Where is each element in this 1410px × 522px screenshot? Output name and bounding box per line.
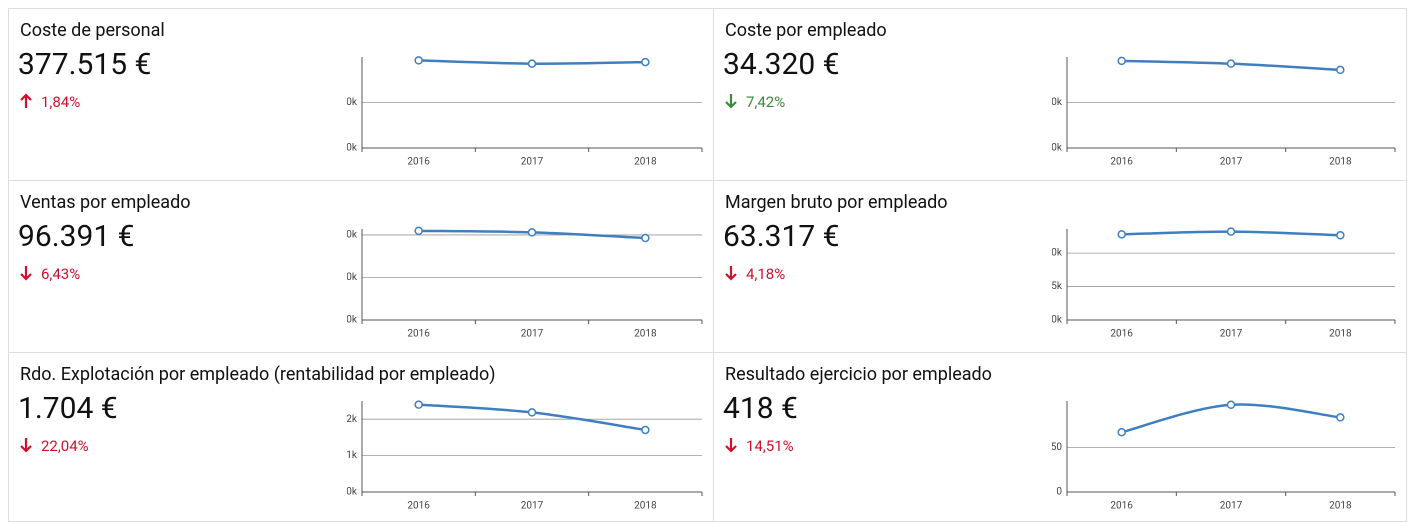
y-tick-label: 1k bbox=[347, 450, 358, 461]
chart: 0k 1k 2k 2016 2017 2018 bbox=[347, 400, 703, 512]
x-tick-label: 2018 bbox=[634, 157, 657, 168]
y-tick-label: 100k bbox=[347, 230, 358, 241]
arrow-shape bbox=[725, 438, 737, 453]
kpi-value: 96.391 € bbox=[18, 219, 135, 254]
trend-arrow bbox=[20, 266, 32, 281]
x-tick-label: 2016 bbox=[407, 157, 430, 168]
point bbox=[1117, 230, 1126, 239]
trend-arrow bbox=[725, 266, 737, 281]
point bbox=[641, 425, 650, 435]
panel-title: Resultado ejercicio por empleado bbox=[725, 364, 992, 385]
point bbox=[1226, 227, 1236, 236]
y-tick-label: 0k bbox=[347, 487, 358, 498]
kpi-panel: Rdo. Explotación por empleado (rentabili… bbox=[8, 352, 714, 522]
change-value: 22,04% bbox=[41, 437, 89, 455]
trend-arrow bbox=[20, 438, 32, 453]
y-tick-label: 20k bbox=[1052, 97, 1063, 108]
panel-title: Rdo. Explotación por empleado (rentabili… bbox=[20, 364, 496, 385]
point bbox=[527, 408, 537, 417]
kpi-value: 34.320 € bbox=[723, 47, 840, 82]
point bbox=[1117, 56, 1126, 66]
kpi-value: 418 € bbox=[723, 391, 798, 426]
y-tick-label: 25k bbox=[1052, 281, 1063, 292]
arrow-shape bbox=[725, 94, 737, 109]
y-tick-label: 0 bbox=[1056, 487, 1062, 498]
x-tick-label: 2018 bbox=[634, 501, 657, 512]
chart: 0k 50k 100k 2016 2017 2018 bbox=[347, 226, 703, 340]
point bbox=[527, 228, 537, 237]
y-tick-label: 250 bbox=[1052, 442, 1062, 453]
point bbox=[1226, 400, 1236, 409]
kpi-panel: Margen bruto por empleado 63.317 € 4,18% 0k… bbox=[713, 180, 1407, 353]
point bbox=[641, 57, 650, 67]
x-tick-label: 2018 bbox=[1329, 157, 1352, 168]
x-tick-label: 2017 bbox=[521, 501, 544, 512]
y-tick-label: 2k bbox=[347, 414, 358, 425]
kpi-panel: Ventas por empleado 96.391 € 6,43% 0k 50k 100… bbox=[8, 180, 714, 353]
kpi-value: 1.704 € bbox=[18, 391, 118, 426]
x-tick-label: 2016 bbox=[407, 501, 430, 512]
x-tick-label: 2016 bbox=[407, 329, 430, 340]
trend-arrow bbox=[725, 94, 737, 109]
x-tick-label: 2017 bbox=[1220, 157, 1243, 168]
y-tick-label: 200k bbox=[347, 97, 358, 108]
point bbox=[1117, 427, 1126, 437]
point bbox=[414, 56, 423, 65]
point bbox=[414, 226, 423, 236]
x-tick-label: 2017 bbox=[1220, 501, 1243, 512]
x-tick-label: 2016 bbox=[1110, 329, 1133, 340]
point bbox=[1336, 65, 1345, 75]
chart: 0k 20k 2016 2017 2018 bbox=[1052, 56, 1396, 168]
kpi-panel: Resultado ejercicio por empleado 418 € 14,… bbox=[713, 352, 1407, 522]
y-tick-label: 50k bbox=[1052, 248, 1063, 259]
trend-arrow bbox=[20, 93, 32, 108]
change-value: 6,43% bbox=[41, 265, 81, 283]
change-value: 14,51% bbox=[746, 437, 794, 455]
point bbox=[527, 59, 537, 68]
change-value: 4,18% bbox=[746, 265, 786, 283]
x-tick-label: 2017 bbox=[521, 329, 544, 340]
y-tick-label: 0k bbox=[347, 143, 358, 154]
arrow-shape bbox=[725, 266, 737, 281]
arrow-shape bbox=[20, 438, 32, 453]
panel-title: Margen bruto por empleado bbox=[725, 192, 948, 213]
x-tick-label: 2017 bbox=[1220, 329, 1243, 340]
x-tick-label: 2016 bbox=[1110, 501, 1133, 512]
x-tick-label: 2016 bbox=[1110, 157, 1133, 168]
kpi-value: 63.317 € bbox=[723, 219, 840, 254]
y-tick-label: 0k bbox=[1052, 143, 1063, 154]
y-tick-label: 0k bbox=[1052, 315, 1063, 326]
point bbox=[1336, 413, 1345, 422]
panel-title: Coste por empleado bbox=[725, 20, 887, 41]
y-tick-label: 50k bbox=[347, 272, 358, 283]
change-value: 1,84% bbox=[41, 93, 81, 111]
x-tick-label: 2017 bbox=[521, 157, 544, 168]
point bbox=[414, 400, 423, 409]
panel-title: Ventas por empleado bbox=[20, 192, 191, 213]
kpi-value: 377.515 € bbox=[18, 47, 152, 82]
chart: 0 250 2016 2017 2018 bbox=[1052, 400, 1396, 512]
x-tick-label: 2018 bbox=[1329, 329, 1352, 340]
panel-title: Coste de personal bbox=[20, 20, 165, 41]
trend-arrow bbox=[725, 438, 737, 453]
change-value: 7,42% bbox=[746, 93, 786, 111]
point bbox=[641, 233, 650, 243]
y-tick-label: 0k bbox=[347, 315, 358, 326]
arrow-shape bbox=[20, 93, 32, 108]
point bbox=[1336, 231, 1345, 240]
chart: 0k 25k 50k 2016 2017 2018 bbox=[1052, 227, 1396, 340]
arrow-shape bbox=[20, 266, 32, 281]
chart: 0k 200k 2016 2017 2018 bbox=[347, 56, 703, 168]
kpi-panel: Coste por empleado 34.320 € 7,42% 0k 20k 2016… bbox=[713, 8, 1407, 181]
x-tick-label: 2018 bbox=[1329, 501, 1352, 512]
kpi-panel: Coste de personal 377.515 € 1,84% 0k 200k 201… bbox=[8, 8, 714, 181]
x-tick-label: 2018 bbox=[634, 329, 657, 340]
point bbox=[1226, 59, 1236, 68]
